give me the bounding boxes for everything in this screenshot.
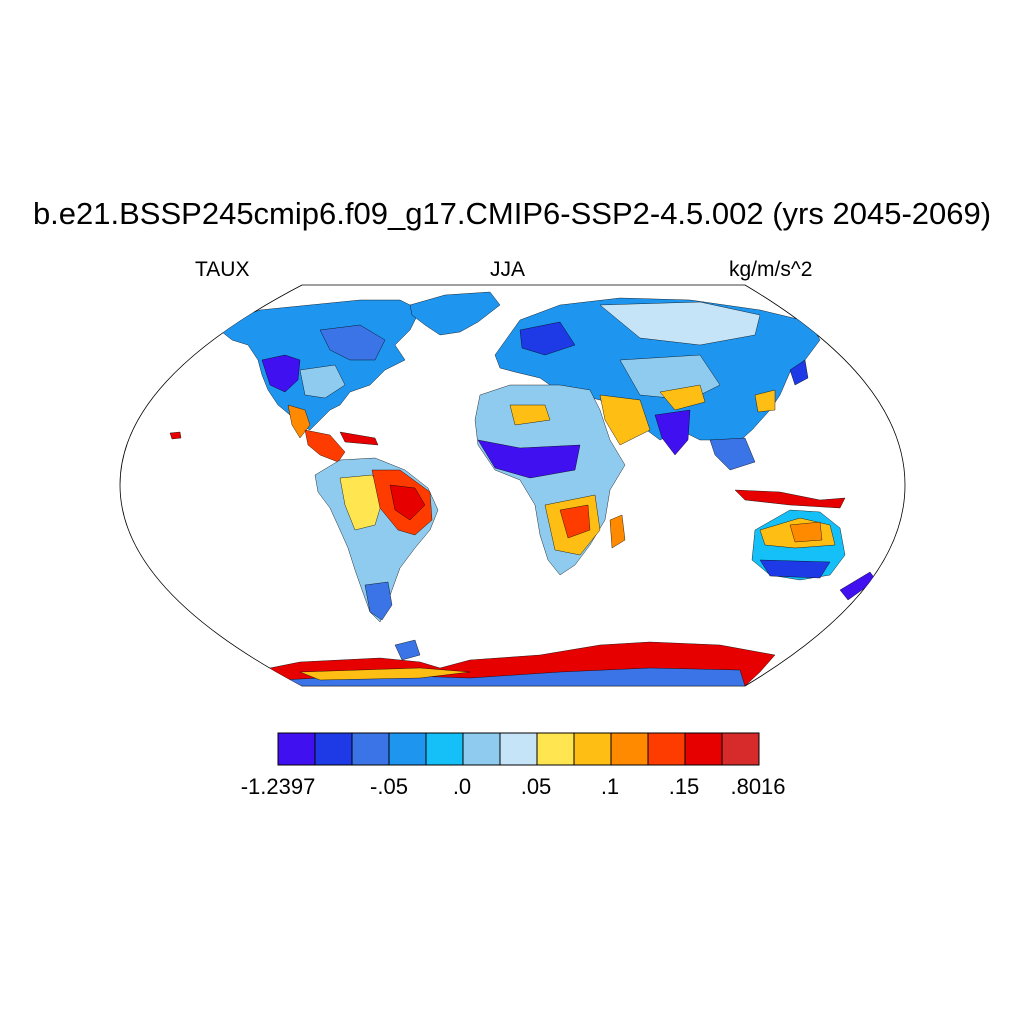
colorbar-label: .0: [452, 774, 472, 799]
plot-title: b.e21.BSSP245cmip6.f09_g17.CMIP6-SSP2-4.…: [32, 196, 992, 231]
antarctica: [249, 639, 776, 686]
colorbar-swatch: [462, 732, 501, 766]
colorbar-swatch: [277, 732, 316, 766]
greenland: [409, 291, 501, 336]
antarctic-peninsula: [394, 639, 421, 661]
north-america-interior: [299, 364, 346, 399]
brazil-core: [389, 484, 426, 521]
southern-africa-core: [559, 504, 591, 539]
colorbar-swatch: [314, 732, 353, 766]
units-label: kg/m/s^2: [729, 258, 813, 281]
colorbar-swatch: [684, 732, 723, 766]
colorbar-swatch: [573, 732, 612, 766]
scandinavia: [519, 321, 576, 356]
antarctica-band: [299, 667, 471, 681]
colorbar-swatch: [499, 732, 538, 766]
sahara-hotspot: [509, 404, 551, 426]
australia: [734, 489, 877, 601]
colorbar-label: .8016: [730, 774, 786, 799]
colorbar-label: .15: [668, 774, 700, 799]
tibet: [659, 384, 706, 411]
caribbean: [339, 431, 379, 446]
sahel-band: [477, 439, 581, 479]
arabia: [599, 394, 651, 446]
colorbar-labels: -1.2397 -.05 .0 .05 .1 .15 .8016: [0, 774, 1024, 804]
colorbar-swatch: [536, 732, 575, 766]
north-america-northeast: [319, 324, 386, 361]
africa: [474, 384, 651, 576]
variable-label: TAUX: [195, 258, 250, 281]
colorbar-swatch: [425, 732, 464, 766]
colorbar-label: .1: [600, 774, 620, 799]
india: [654, 409, 691, 456]
colorbar-swatch: [351, 732, 390, 766]
mexico: [287, 404, 311, 439]
australia-center: [789, 521, 823, 543]
japan: [789, 359, 809, 386]
amazon-west: [339, 474, 386, 531]
hawaii: [169, 431, 182, 440]
north-america: [169, 299, 421, 463]
southeast-asia: [709, 437, 756, 471]
southern-cone: [364, 581, 393, 621]
colorbar-swatch: [388, 732, 427, 766]
australia-south: [759, 559, 831, 579]
indonesia: [734, 489, 846, 509]
colorbar-label: .05: [520, 774, 552, 799]
colorbar-label: -1.2397: [240, 774, 316, 799]
madagascar: [609, 514, 626, 549]
north-america-east: [261, 354, 301, 393]
east-asia-coast: [754, 389, 776, 413]
colorbar-swatch: [721, 732, 760, 766]
south-america: [314, 457, 439, 623]
colorbar-swatch: [647, 732, 686, 766]
season-label: JJA: [490, 258, 526, 281]
colorbar-label: -.05: [370, 774, 408, 799]
siberia-north: [599, 301, 761, 346]
colorbar: [277, 732, 760, 766]
colorbar-swatch: [610, 732, 649, 766]
